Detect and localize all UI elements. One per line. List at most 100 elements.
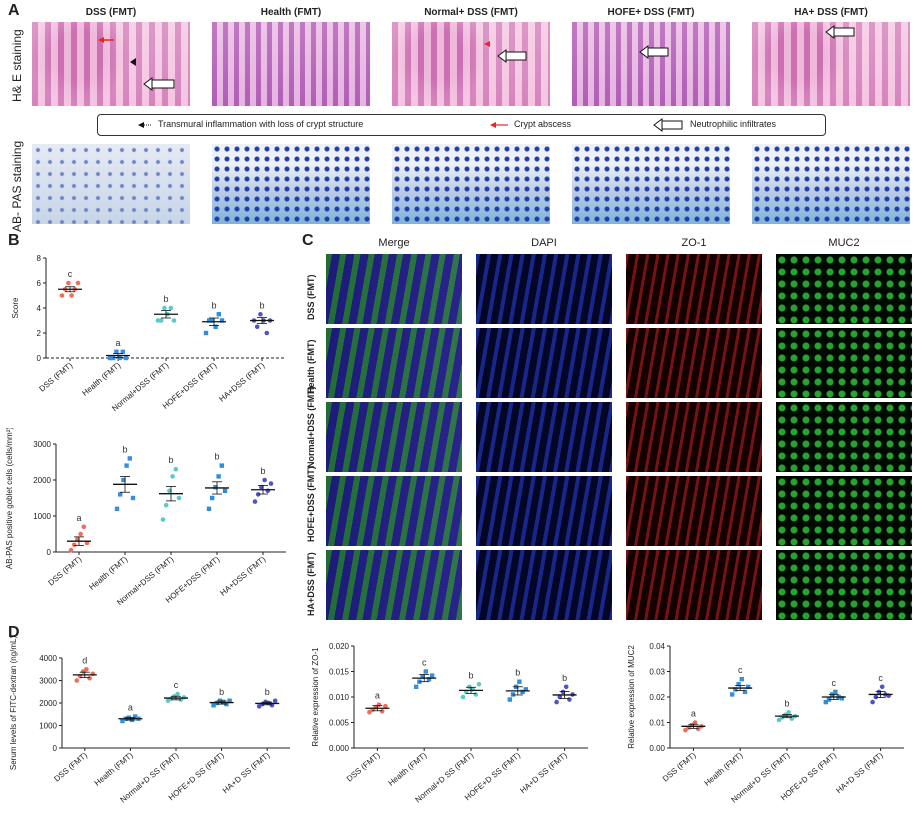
fluorescence-image [776,550,912,620]
data-point [259,484,264,490]
data-point [130,495,136,501]
panel-a-column-title: Normal+ DSS (FMT) [424,7,518,18]
data-point [66,280,71,286]
data-point [739,676,744,682]
data-point [170,474,175,479]
data-point [379,708,385,714]
significance-letter: a [128,703,133,713]
data-point [78,531,83,537]
x-tick-label: HA+DSS (FMT) [218,554,267,597]
y-axis-label: AB-PAS positive goblet cells (cells/mm²) [5,428,14,569]
data-point [69,293,74,298]
panel-a-column-title: DSS (FMT) [85,7,137,18]
significance-letter: c [832,678,837,688]
y-tick-label: 0.010 [329,693,350,702]
data-point [162,305,167,311]
fluorescence-image [476,402,612,472]
he-image-hofe [572,22,730,106]
y-axis-label: Relative expression of MUC2 [627,645,636,749]
data-point [227,698,232,703]
he-image-normal [392,22,550,106]
y-tick-label: 2 [37,329,42,338]
data-point [423,669,428,674]
x-tick-label: HA+D SS (FMT) [221,750,272,795]
significance-letter: b [214,452,219,462]
x-tick-label: DSS (FMT) [47,554,84,587]
data-point [839,696,844,701]
data-point [114,506,120,511]
data-point [523,687,528,692]
y-tick-label: 0.01 [649,719,665,728]
data-point [733,687,738,692]
fluorescence-image [626,550,762,620]
data-point [258,311,263,317]
row-title-pas: AB- PAS staining [10,140,24,232]
data-point [520,689,525,695]
significance-letter: d [82,655,87,665]
data-point [210,495,215,501]
data-point [554,699,559,705]
x-tick-label: Health (FMT) [387,750,429,787]
legend-black-arrow-text: Transmural inflammation with loss of cry… [158,119,364,129]
y-tick-label: 2000 [33,476,51,485]
panel-label-d: D [8,624,20,641]
data-point [181,695,187,700]
data-point [567,697,572,702]
legend-red-arrow-text: Crypt abscess [514,119,572,129]
significance-letter: b [562,673,567,683]
y-tick-label: 1000 [33,512,51,521]
data-point [272,698,278,704]
zo1-expression-chart: 0.000 0.005 0.010 0.015 0.020 Relative expres… [311,642,588,805]
data-point [269,702,275,708]
fluorescence-image [476,328,612,398]
data-point [420,674,425,679]
data-point [163,502,169,508]
x-tick-label: Health (FMT) [703,750,745,787]
significance-letter: b [784,698,789,708]
significance-letter: c [878,673,883,683]
y-tick-label: 0.005 [329,719,350,728]
x-tick-label: DSS (FMT) [38,360,75,393]
data-point [879,684,885,690]
fluorescence-image [626,402,762,472]
pas-image-hofe [572,144,730,224]
y-axis-label: Score [11,297,20,318]
fluorescence-image [776,328,912,398]
panel-c-column-title: ZO-1 [681,237,707,249]
fluorescence-image [776,402,912,472]
data-point [213,324,218,329]
y-tick-label: 0.03 [649,668,665,677]
data-point [833,689,838,695]
y-tick-label: 6 [37,279,42,288]
data-point [211,703,216,708]
fluorescence-image [476,550,612,620]
fluorescence-image [326,328,462,398]
significance-letter: b [219,687,224,697]
pas-image-ha [752,144,910,224]
data-point [736,682,741,687]
data-point [262,477,267,483]
data-point [683,727,688,733]
data-point [692,720,698,725]
significance-letter: c [738,665,743,675]
data-point [383,703,388,709]
fluorescence-image [476,254,612,324]
data-point [473,692,479,697]
data-point [203,330,209,336]
y-tick-label: 0.00 [649,744,665,753]
data-point [746,684,751,689]
significance-letter: a [691,709,696,719]
data-point [430,673,435,678]
data-point [168,305,174,311]
data-point [206,506,212,511]
data-point [460,694,466,700]
data-point [264,330,270,336]
data-point [560,689,566,695]
data-point [75,280,81,286]
data-point [870,699,875,705]
significance-letter: b [260,466,265,476]
data-point [74,678,80,683]
data-point [426,676,432,682]
x-tick-label: DSS (FMT) [661,750,698,783]
significance-letter: b [168,455,173,465]
